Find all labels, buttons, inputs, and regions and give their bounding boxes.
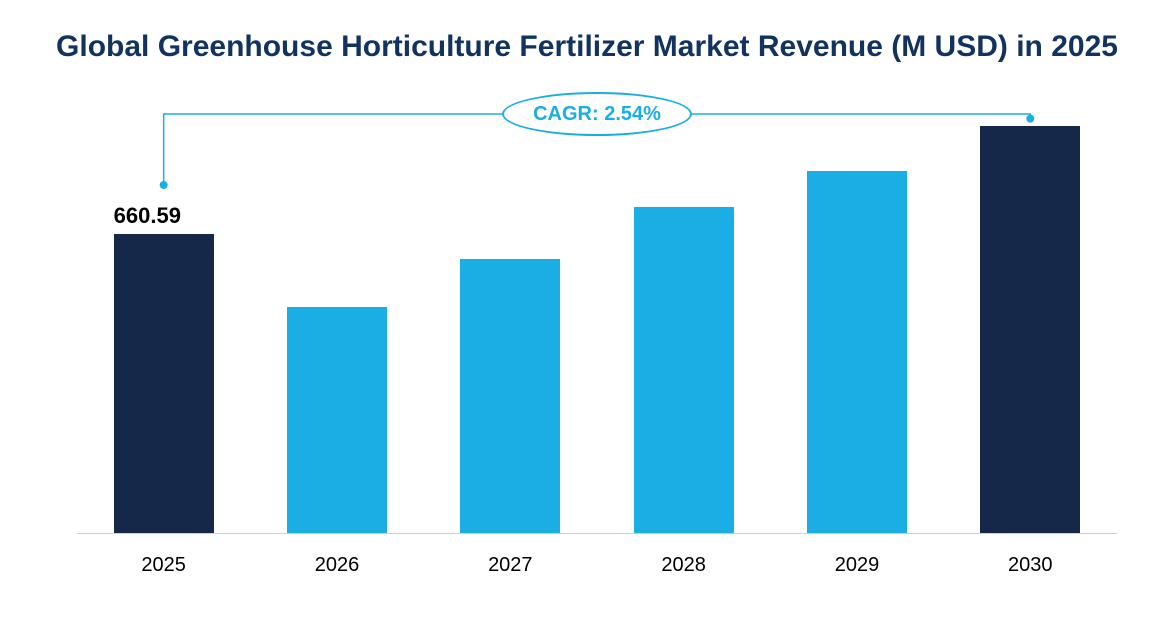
chart-area: CAGR: 2.54% 660.59 202520262027202820292…	[47, 104, 1127, 584]
plot-area	[77, 104, 1117, 534]
bar-slot	[770, 104, 943, 533]
bar-slot	[424, 104, 597, 533]
x-axis-label: 2030	[944, 544, 1117, 584]
chart-title: Global Greenhouse Horticulture Fertilize…	[20, 30, 1154, 64]
bar-slot	[597, 104, 770, 533]
chart-container: Global Greenhouse Horticulture Fertilize…	[0, 0, 1174, 622]
bar	[287, 307, 387, 533]
bar-slot	[77, 104, 250, 533]
bars-group	[77, 104, 1117, 533]
bar	[980, 126, 1080, 533]
bar-value-label: 660.59	[114, 203, 181, 229]
x-axis-label: 2025	[77, 544, 250, 584]
x-axis-label: 2026	[250, 544, 423, 584]
bar	[460, 259, 560, 533]
x-axis-label: 2028	[597, 544, 770, 584]
bar	[114, 234, 214, 533]
bar-slot	[944, 104, 1117, 533]
x-axis-labels: 202520262027202820292030	[77, 544, 1117, 584]
x-axis-label: 2029	[770, 544, 943, 584]
bar	[807, 171, 907, 533]
x-axis-label: 2027	[424, 544, 597, 584]
bar-slot	[250, 104, 423, 533]
bar	[634, 207, 734, 533]
